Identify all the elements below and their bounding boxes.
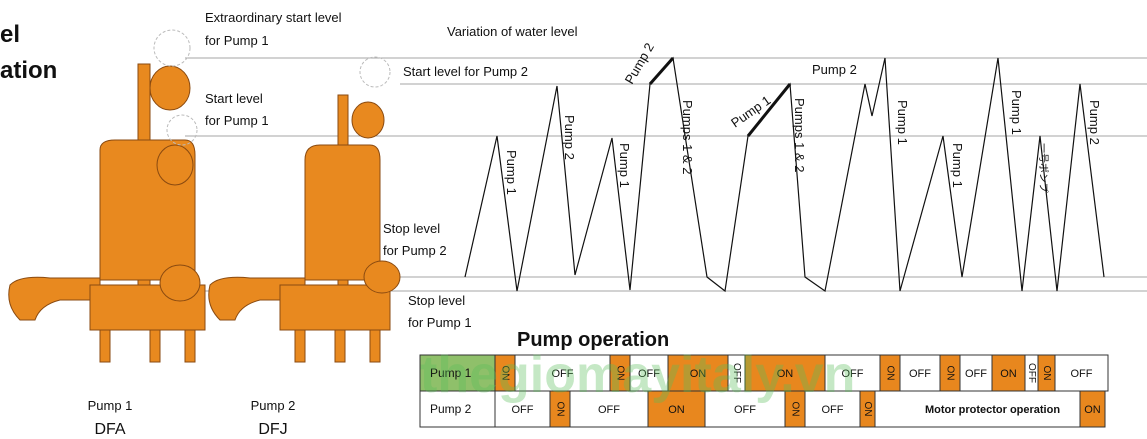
watermark: thegiomayitaly.vn [420, 346, 855, 404]
wave-label: Pumps 1 & 2 [680, 100, 695, 174]
state-text: Motor protector operation [925, 404, 1060, 416]
state-cell [494, 390, 551, 428]
state-cell [629, 354, 669, 392]
state-text: OFF [909, 368, 931, 380]
state-text: ON [614, 366, 625, 381]
state-text: ON [554, 402, 565, 417]
state-cell [959, 354, 993, 392]
state-cell [514, 354, 611, 392]
state-cell [899, 354, 941, 392]
pump-label: Pump 2 [251, 398, 296, 413]
state-text: ON [1041, 366, 1052, 381]
state-text: OFF [734, 404, 756, 416]
state-text: ON [690, 368, 707, 380]
wave-label: Pumps 1 & 2 [792, 98, 807, 172]
state-text: OFF [842, 368, 864, 380]
state-cell [704, 390, 786, 428]
state-text: ON [862, 402, 873, 417]
table-title: Pump operation [517, 329, 669, 351]
state-text: ON [884, 366, 895, 381]
level-label: Stop level [383, 221, 440, 236]
pump-label: Pump 1 [88, 398, 133, 413]
state-text: OFF [512, 404, 534, 416]
wave-label: 一号ポンプ [1037, 143, 1049, 193]
state-text: OFF [552, 368, 574, 380]
state-cell [1054, 354, 1109, 392]
state-cell [874, 390, 1081, 428]
pump-illustration [8, 63, 206, 363]
state-cell [647, 390, 706, 428]
level-label: Start level [205, 91, 263, 106]
float-ghost [153, 29, 391, 146]
wave-label: Pump 2 [812, 62, 857, 77]
state-text: OFF [731, 363, 742, 383]
operation-table: Pump 1 ON OFF ON OFF ON OFF ON OFF ON OFF ON OFF ON OF… [419, 354, 1109, 428]
level-label: for Pump 2 [383, 243, 447, 258]
state-text: OFF [822, 404, 844, 416]
row-label: Pump 1 [430, 366, 472, 380]
state-text: OFF [638, 368, 660, 380]
row-label: Pump 2 [430, 402, 472, 416]
level-label: Start level for Pump 2 [403, 64, 528, 79]
state-text: ON [1000, 368, 1017, 380]
heading: ation [0, 57, 57, 84]
state-text: OFF [1026, 363, 1037, 383]
level-label: Stop level [408, 293, 465, 308]
state-text: ON [944, 366, 955, 381]
wave-label: Pump 2 [622, 40, 657, 86]
wave-label: Pump 1 [895, 100, 910, 145]
overlap-segment [746, 83, 792, 137]
pump-illustration [208, 94, 401, 363]
pump-model: DFA [94, 421, 125, 438]
pump-model: DFJ [258, 421, 287, 438]
wave-label: Pump 2 [562, 115, 577, 160]
state-text: OFF [965, 368, 987, 380]
level-label: Extraordinary start level [205, 10, 342, 25]
state-cell [991, 354, 1026, 392]
state-text: ON [1084, 404, 1101, 416]
wave-label: Pump 1 [1009, 90, 1024, 135]
level-label: for Pump 1 [408, 315, 472, 330]
state-text: OFF [1071, 368, 1093, 380]
wave-label: Pump 1 [950, 143, 965, 188]
state-cell [667, 354, 729, 392]
state-text: ON [668, 404, 685, 416]
state-text: ON [777, 368, 794, 380]
water-level-wave [464, 56, 1105, 293]
row-label-cell [419, 390, 496, 428]
heading: el [0, 21, 20, 48]
state-text: OFF [598, 404, 620, 416]
level-label: for Pump 1 [205, 113, 269, 128]
state-text: ON [499, 366, 510, 381]
state-text: ON [789, 402, 800, 417]
overlap-segment [648, 57, 675, 85]
state-cell [1079, 390, 1106, 428]
wave-label: Pump 1 [504, 150, 519, 195]
state-cell [804, 390, 861, 428]
wave-label: Pump 2 [1087, 100, 1102, 145]
state-cell [744, 354, 826, 392]
chart-title: Variation of water level [447, 24, 578, 39]
level-label: for Pump 1 [205, 33, 269, 48]
wave-labels: Pump 1 Pump 2 Pump 1 Pump 2 Pumps 1 & 2 Pump … [504, 40, 1102, 195]
wave-label: Pump 1 [617, 143, 632, 188]
state-cell [824, 354, 881, 392]
